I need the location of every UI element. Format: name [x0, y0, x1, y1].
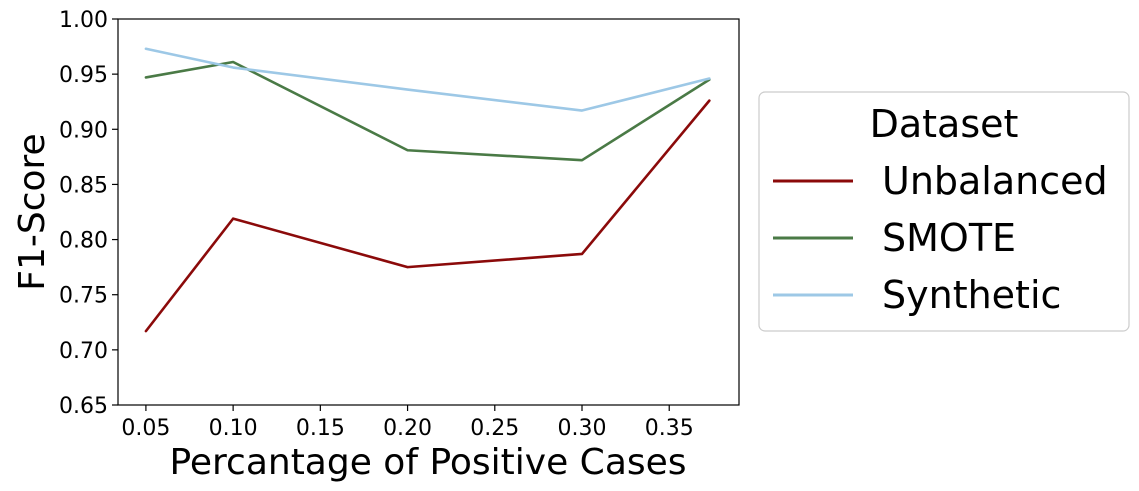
legend-entry-smote: SMOTE	[773, 216, 1016, 260]
legend-label: Synthetic	[882, 273, 1061, 317]
series-line-smote	[144, 60, 711, 162]
x-tick-label: 0.20	[383, 416, 432, 441]
legend-entry-synthetic: Synthetic	[773, 273, 1061, 317]
x-axis-ticks: 0.05 0.10 0.15 0.20 0.25 0.30 0.35	[121, 405, 694, 441]
x-tick-label: 0.15	[296, 416, 345, 441]
y-tick-label: 0.65	[59, 394, 108, 419]
x-tick-label: 0.05	[121, 416, 170, 441]
y-tick-label: 0.90	[59, 118, 108, 143]
x-tick-label: 0.30	[558, 416, 607, 441]
legend-label: Unbalanced	[882, 159, 1108, 203]
y-tick-label: 0.80	[59, 229, 108, 254]
series-layer	[144, 47, 711, 333]
y-tick-label: 0.95	[59, 63, 108, 88]
series-line-unbalanced	[144, 99, 711, 333]
legend: Dataset Unbalanced SMOTE Synthetic	[758, 91, 1130, 332]
legend-label: SMOTE	[882, 216, 1016, 260]
legend-entry-unbalanced: Unbalanced	[773, 159, 1108, 203]
x-tick-label: 0.35	[645, 416, 694, 441]
y-tick-label: 0.70	[59, 339, 108, 364]
x-axis-title: Percantage of Positive Cases	[169, 442, 686, 483]
plot-frame	[117, 18, 740, 406]
x-tick-label: 0.10	[209, 416, 258, 441]
legend-title: Dataset	[870, 102, 1019, 146]
y-axis-ticks: 0.65 0.70 0.75 0.80 0.85 0.90 0.95 1.00	[59, 8, 118, 419]
legend-entries: Unbalanced SMOTE Synthetic	[773, 159, 1108, 317]
y-tick-label: 0.85	[59, 173, 108, 198]
y-axis-title: F1-Score	[12, 133, 53, 290]
legend-frame	[758, 91, 1130, 332]
y-tick-label: 0.75	[59, 284, 108, 309]
series-line-synthetic	[144, 47, 711, 112]
y-tick-label: 1.00	[59, 8, 108, 33]
x-tick-label: 0.25	[470, 416, 519, 441]
